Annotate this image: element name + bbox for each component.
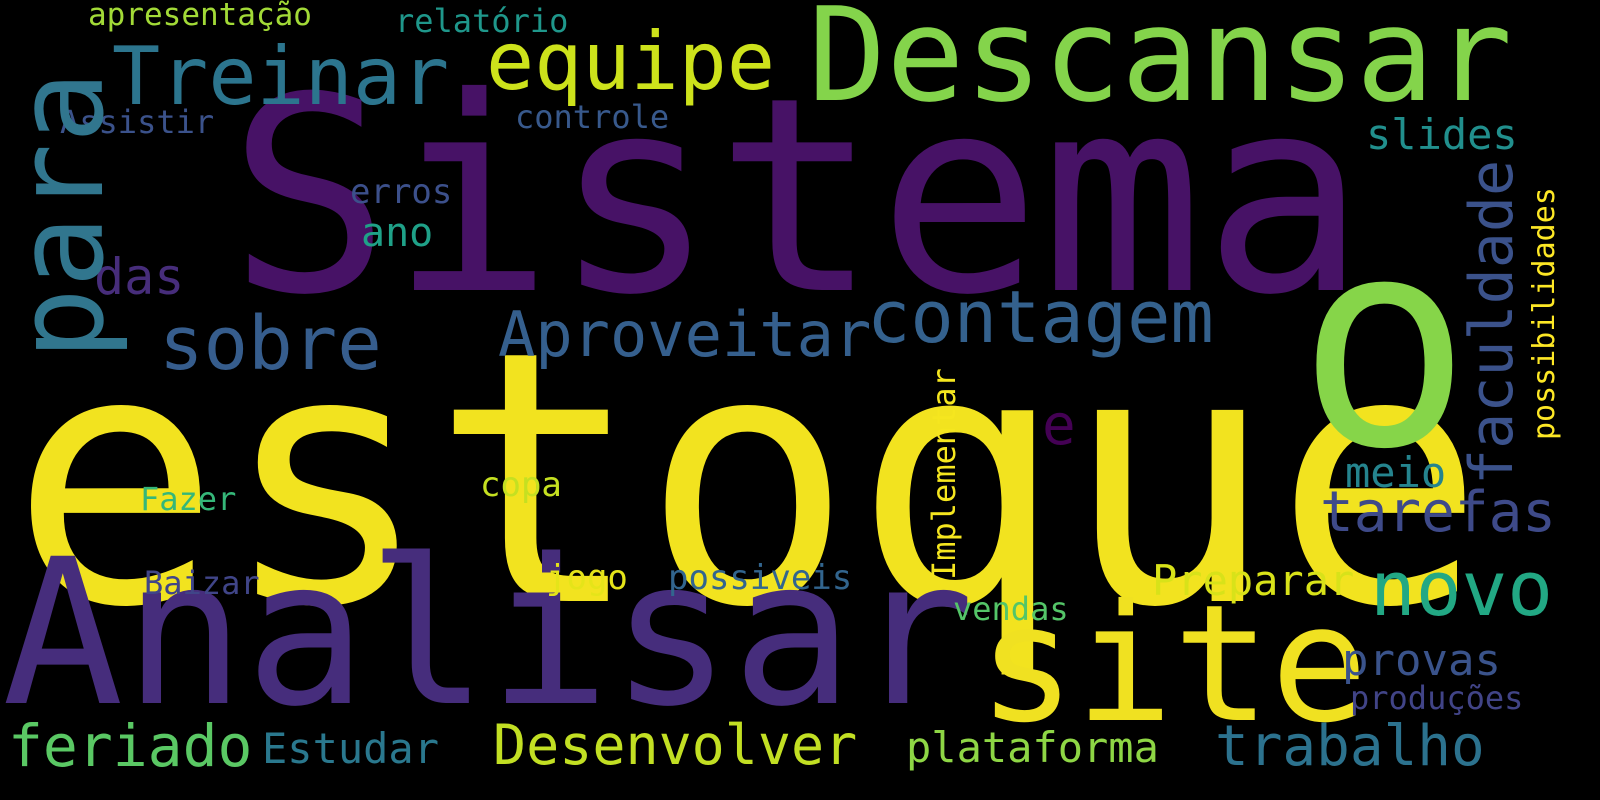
word-aproveitar: Aproveitar (498, 298, 872, 371)
word-treinar: Treinar (112, 30, 450, 123)
word-relatorio: relatório (395, 2, 569, 40)
word-fazer: Fazer (140, 480, 237, 518)
word-contagem: contagem (867, 275, 1214, 359)
word-sobre: sobre (159, 301, 382, 387)
word-preparar: Preparar (1152, 556, 1355, 605)
word-jogo: jogo (546, 558, 628, 598)
word-possibilidades: possibilidades (1527, 187, 1562, 440)
word-erros: erros (350, 172, 453, 212)
word-implementar: Implementar (925, 368, 963, 580)
word-equipe: equipe (486, 15, 775, 108)
word-provas: provas (1342, 635, 1501, 686)
word-site: site (978, 571, 1369, 759)
word-feriado: feriado (8, 712, 253, 780)
word-o: o (1297, 176, 1472, 513)
word-baizar: Baizar (144, 564, 260, 602)
word-assistir: Assistir (60, 103, 215, 141)
word-para: para (0, 71, 131, 360)
word-ano: ano (361, 210, 434, 256)
word-trabalho: trabalho (1215, 714, 1485, 779)
word-sistema: Sistema (228, 39, 1366, 354)
word-controle: controle (515, 98, 670, 136)
word-faculdade: faculdade (1457, 159, 1527, 485)
word-e: e (1042, 393, 1076, 458)
word-tarefas: tarefas (1320, 480, 1557, 545)
word-das: das (94, 248, 185, 306)
word-analisar: Analisar (2, 515, 975, 751)
word-plataforma: plataforma (906, 723, 1159, 772)
word-copa: copa (480, 465, 562, 505)
word-estudar: Estudar (262, 724, 440, 773)
word-descansar: Descansar (808, 0, 1513, 131)
word-apresentacao: apresentação (88, 0, 312, 33)
word-slides: slides (1366, 110, 1518, 159)
word-possiveis: possiveis (668, 558, 853, 598)
word-vendas: vendas (953, 590, 1069, 628)
word-producoes: produções (1350, 679, 1524, 717)
word-novo: novo (1370, 544, 1554, 633)
word-estoque: estoque (10, 276, 1486, 684)
word-desenvolver: Desenvolver (493, 713, 858, 777)
word-meio: meio (1345, 448, 1447, 497)
